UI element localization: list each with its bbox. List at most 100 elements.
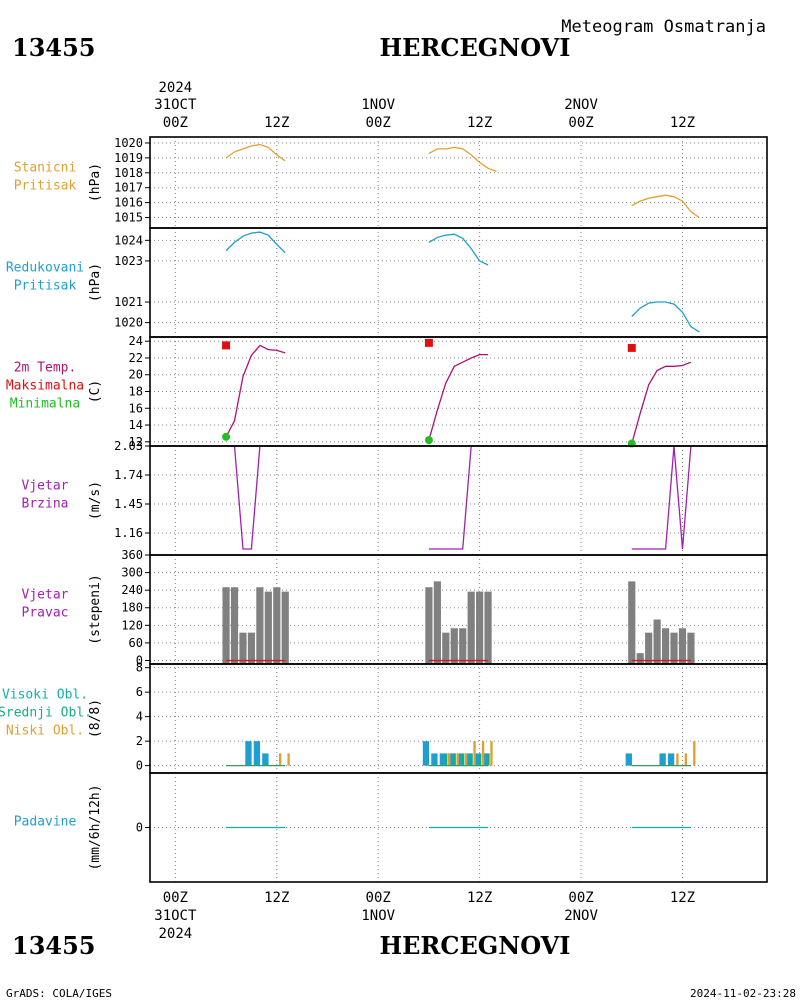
y-tick-label: 16 bbox=[129, 401, 143, 415]
cloud-bar bbox=[461, 753, 465, 766]
y-axis-label: (m/s) bbox=[88, 481, 103, 520]
y-axis-label: (mm/6h/12h) bbox=[88, 784, 103, 870]
panel-frame bbox=[149, 227, 768, 338]
series-line bbox=[225, 143, 286, 162]
panel-redukovani: 1020 1021 1023 1024 (hPa) Redukovani Pritisak bbox=[6, 227, 768, 338]
direction-bar bbox=[645, 632, 653, 664]
panel-label: Pravac bbox=[22, 606, 69, 621]
panel-oblaci: 0 2 4 6 8 (8/8)Visoki Obl. Srednji Obl. Niski O… bbox=[0, 661, 768, 774]
top-hour-label: 00Z bbox=[366, 115, 391, 131]
y-tick-label: 0 bbox=[136, 759, 143, 773]
min-temp-marker bbox=[222, 432, 231, 441]
y-tick-label: 1.45 bbox=[114, 497, 143, 511]
y-axis-label: (hPa) bbox=[88, 163, 103, 202]
series-line bbox=[226, 445, 286, 550]
series-line bbox=[631, 301, 700, 333]
y-tick-label: 1024 bbox=[114, 233, 143, 247]
max-temp-marker bbox=[627, 343, 636, 352]
panel-label: Pritisak bbox=[14, 279, 77, 294]
bottom-hour-label: 12Z bbox=[670, 890, 695, 906]
y-tick-label: 1020 bbox=[114, 136, 143, 150]
y-tick-label: 300 bbox=[121, 566, 143, 580]
station-name-bottom: HERCEGNOVI bbox=[379, 931, 570, 960]
y-tick-label: 1020 bbox=[114, 316, 143, 330]
cloud-bar bbox=[473, 753, 480, 766]
bottom-hour-label: 00Z bbox=[568, 890, 593, 906]
panels: 101510161017101810191020(hPa)StanicniPri… bbox=[0, 136, 768, 883]
top-hour-label: 12Z bbox=[264, 115, 289, 131]
direction-bar bbox=[450, 628, 458, 664]
cloud-bar bbox=[439, 753, 447, 766]
y-tick-label: 12 bbox=[129, 435, 143, 449]
series-line bbox=[631, 361, 692, 444]
y-tick-label: 0 bbox=[136, 653, 143, 667]
direction-bar bbox=[442, 632, 450, 664]
cloud-bar bbox=[422, 741, 430, 766]
direction-bar bbox=[476, 591, 484, 664]
direction-bar bbox=[256, 587, 264, 664]
y-axis-label: (stepeni) bbox=[88, 574, 103, 644]
top-hour-label: 00Z bbox=[568, 115, 593, 131]
cloud-bar bbox=[490, 741, 493, 766]
top-hour-label: 12Z bbox=[670, 115, 695, 131]
top-hour-label: 00Z bbox=[163, 115, 188, 131]
panel-padavine: 0 (mm/6h/12h) Padavine bbox=[14, 772, 768, 883]
cloud-bar bbox=[262, 753, 269, 766]
y-tick-label: 360 bbox=[121, 548, 143, 562]
y-tick-label: 240 bbox=[121, 583, 143, 597]
bottom-year-label: 2024 bbox=[158, 926, 192, 942]
panel-label: Stanicni bbox=[14, 161, 77, 176]
bottom-hour-label: 12Z bbox=[467, 890, 492, 906]
direction-bar bbox=[239, 632, 247, 664]
y-tick-label: 18 bbox=[129, 385, 143, 399]
bottom-time-axis: 00Z 00Z 00Z 12Z 12Z 12Z 31OCT 1NOV 2NOV 2024 bbox=[154, 890, 695, 942]
cloud-bar bbox=[676, 753, 679, 766]
y-tick-label: 1021 bbox=[114, 295, 143, 309]
cloud-bar bbox=[667, 753, 675, 766]
panel-label: Padavine bbox=[14, 815, 77, 830]
y-tick-label: 2.03 bbox=[114, 439, 143, 453]
y-tick-label: 1019 bbox=[114, 151, 143, 165]
panel-pravac: 0 60 120 180 240 300 360 (stepeni) Vjetar Pravac bbox=[22, 548, 768, 667]
station-id-bottom: 13455 bbox=[12, 931, 96, 960]
y-tick-label: 6 bbox=[136, 685, 143, 699]
cloud-bar bbox=[445, 753, 448, 766]
panel-label: Visoki Obl. bbox=[2, 688, 88, 703]
y-tick-label: 1017 bbox=[114, 181, 143, 195]
cloud-bar bbox=[253, 741, 261, 766]
y-tick-label: 1023 bbox=[114, 254, 143, 268]
top-date-label: 1NOV bbox=[361, 97, 395, 113]
series-line bbox=[631, 194, 700, 219]
top-hour-label: 12Z bbox=[467, 115, 492, 131]
top-date-label: 31OCT bbox=[154, 97, 197, 113]
cloud-bar bbox=[448, 753, 455, 766]
bottom-hour-label: 12Z bbox=[264, 890, 289, 906]
series-line bbox=[225, 231, 286, 254]
y-axis-label: (C) bbox=[88, 380, 103, 403]
max-temp-marker bbox=[424, 338, 433, 347]
direction-bar bbox=[467, 591, 475, 664]
y-tick-label: 1018 bbox=[114, 166, 143, 180]
y-tick-label: 4 bbox=[136, 710, 143, 724]
panel-label: Redukovani bbox=[6, 261, 84, 276]
station-id-top: 13455 bbox=[12, 33, 96, 62]
series-line bbox=[428, 353, 489, 441]
y-tick-label: 0 bbox=[136, 821, 143, 835]
direction-bar bbox=[628, 581, 636, 664]
y-tick-label: 1016 bbox=[114, 196, 143, 210]
panel-label: Brzina bbox=[22, 497, 69, 512]
panel-label: Niski Obl. bbox=[6, 724, 84, 739]
direction-bar bbox=[222, 587, 230, 664]
direction-bar bbox=[230, 587, 239, 664]
cloud-bar bbox=[659, 753, 666, 766]
cloud-bar bbox=[473, 741, 476, 766]
cloud-bar bbox=[464, 753, 468, 766]
y-tick-label: 180 bbox=[121, 601, 143, 615]
cloud-bar bbox=[245, 741, 252, 766]
panel-label: Vjetar bbox=[22, 588, 69, 603]
direction-bar bbox=[247, 632, 256, 664]
credit-text: GrADS: COLA/IGES bbox=[6, 987, 112, 1000]
panel-label: Srednji Obl. bbox=[0, 706, 92, 721]
